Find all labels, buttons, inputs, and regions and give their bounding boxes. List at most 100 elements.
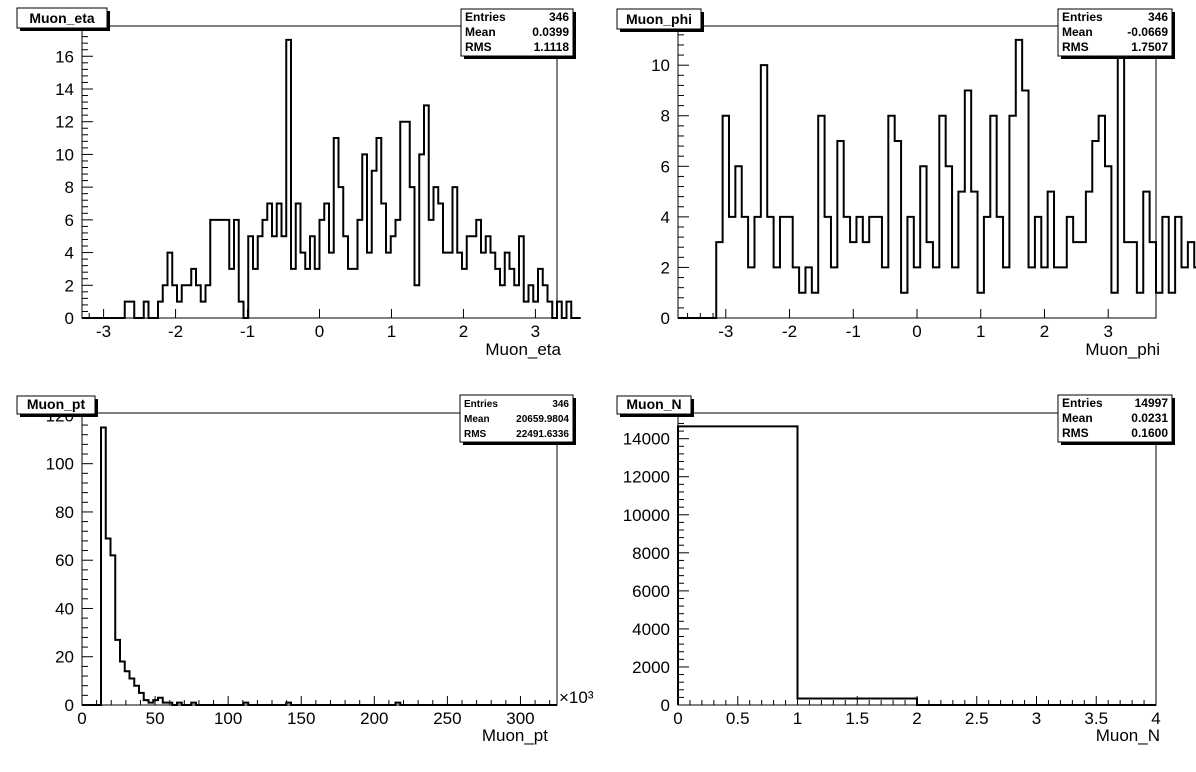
y-tick-label: 12 xyxy=(55,113,74,132)
pad-muon-phi: -3 -2 -1 0 1 2 3 0 2 4 6 8 10 Muon_phi Muon_phi Entries… xyxy=(616,8,1196,359)
y-tick-label: 6000 xyxy=(632,582,670,601)
histogram-bin xyxy=(882,267,888,318)
title-box xyxy=(16,395,96,415)
stats-entries-label: Entries xyxy=(465,10,506,24)
histogram-bin xyxy=(723,116,729,318)
histogram-bin xyxy=(863,242,869,318)
x-tick-label: 50 xyxy=(146,709,165,728)
histogram-bin xyxy=(410,187,415,318)
histogram-bin xyxy=(263,220,268,318)
y-tick-label: 10 xyxy=(55,145,74,164)
x-axis-title: Muon_phi xyxy=(1085,340,1160,359)
x-tick-label: 0.5 xyxy=(726,709,750,728)
histogram-bin xyxy=(798,699,918,705)
histogram-bin xyxy=(125,671,130,705)
x-tick-label: -1 xyxy=(240,322,255,341)
histogram-bin xyxy=(984,217,990,318)
stats-entries-label: Entries xyxy=(464,399,498,410)
stats-mean-value: 20659.9804 xyxy=(516,414,569,425)
x-tick-label: 3 xyxy=(531,322,540,341)
histogram-bin xyxy=(1029,267,1035,318)
y-tick-label: 6 xyxy=(661,157,670,176)
histogram-bin xyxy=(543,285,548,318)
histogram-bin xyxy=(895,141,901,318)
histogram-bin xyxy=(315,269,320,318)
histogram-bin xyxy=(206,285,211,318)
x-tick-label: 0 xyxy=(912,322,921,341)
x-tick-label: 2 xyxy=(912,709,921,728)
x-tick-label: -1 xyxy=(846,322,861,341)
stats-rms-label: RMS xyxy=(465,40,492,54)
pad-title: Muon_phi xyxy=(626,11,692,27)
histogram-bin xyxy=(386,253,391,318)
histogram-bin xyxy=(729,217,735,318)
pad-muon-n: 0 0.5 1 1.5 2 2.5 3 3.5 4 0 2000 4000 6000 8000 10000 1… xyxy=(616,394,1175,745)
x-tick-label: 3.5 xyxy=(1084,709,1108,728)
x-axis-title: Muon_N xyxy=(1096,726,1160,745)
histogram-bin xyxy=(514,285,519,318)
histogram-bin xyxy=(538,269,543,318)
histogram-bin xyxy=(1099,116,1105,318)
y-tick-label: 4000 xyxy=(632,620,670,639)
x-tick-label: 300 xyxy=(506,709,534,728)
stats-rms-value: 22491.6336 xyxy=(516,429,569,440)
histogram-bin xyxy=(524,302,529,318)
histogram-bin xyxy=(481,253,486,318)
stats-rms-label: RMS xyxy=(1062,40,1089,54)
histogram-bin xyxy=(907,217,913,318)
histogram-bin xyxy=(191,703,196,705)
plot-frame xyxy=(81,412,558,706)
histogram-bin xyxy=(774,267,780,318)
histogram-bin xyxy=(933,267,939,318)
histogram-bin xyxy=(831,267,837,318)
stats-box xyxy=(1057,8,1173,57)
histogram-bin xyxy=(434,187,439,318)
histogram-bin xyxy=(225,220,230,318)
x-tick-label: 100 xyxy=(214,709,242,728)
histogram-bin xyxy=(111,555,116,705)
histogram-bin xyxy=(869,217,875,318)
y-tick-label: 8000 xyxy=(632,544,670,563)
y-tick-label: 10 xyxy=(651,56,670,75)
x-tick-label: 150 xyxy=(287,709,315,728)
histogram-bin xyxy=(837,141,843,318)
x-tick-label: 3 xyxy=(1103,322,1112,341)
y-tick-label: 14000 xyxy=(623,430,670,449)
histogram-bin xyxy=(1003,267,1009,318)
histogram-bin xyxy=(519,236,524,318)
histogram-bin xyxy=(1118,40,1124,318)
x-tick-label: 250 xyxy=(433,709,461,728)
stats-box xyxy=(459,394,574,443)
stats-entries-value: 346 xyxy=(552,399,569,410)
histogram-bin xyxy=(1156,293,1162,318)
histogram-bin xyxy=(793,267,799,318)
histogram-bin xyxy=(305,269,310,318)
histogram-bin xyxy=(134,686,139,705)
histogram-bin xyxy=(168,253,173,318)
histogram-bin xyxy=(567,302,572,318)
stats-mean-value: -0.0669 xyxy=(1127,25,1168,39)
stats-entries-value: 346 xyxy=(549,10,569,24)
histogram-bin xyxy=(1175,217,1181,318)
y-tick-label: 2 xyxy=(661,258,670,277)
histogram-bin xyxy=(324,203,329,318)
histogram-bin xyxy=(405,122,410,318)
histogram-bin xyxy=(272,236,277,318)
histogram-bin xyxy=(334,138,339,318)
histogram-bin xyxy=(946,166,952,318)
histogram-bin xyxy=(965,90,971,318)
stats-mean-label: Mean xyxy=(1062,25,1093,39)
histogram-bin xyxy=(310,236,315,318)
histogram-bin xyxy=(748,267,754,318)
pad-title: Muon_N xyxy=(626,396,681,412)
histogram-bin xyxy=(125,302,130,318)
stats-mean-label: Mean xyxy=(1062,411,1093,425)
x-tick-label: 1 xyxy=(387,322,396,341)
histogram-bin xyxy=(799,293,805,318)
histogram-bin xyxy=(286,40,291,318)
histogram-bin xyxy=(258,236,263,318)
pad-title: Muon_pt xyxy=(27,396,86,412)
histogram-line xyxy=(678,38,1196,319)
histogram-bin xyxy=(177,302,182,318)
histogram-bin xyxy=(1073,242,1079,318)
